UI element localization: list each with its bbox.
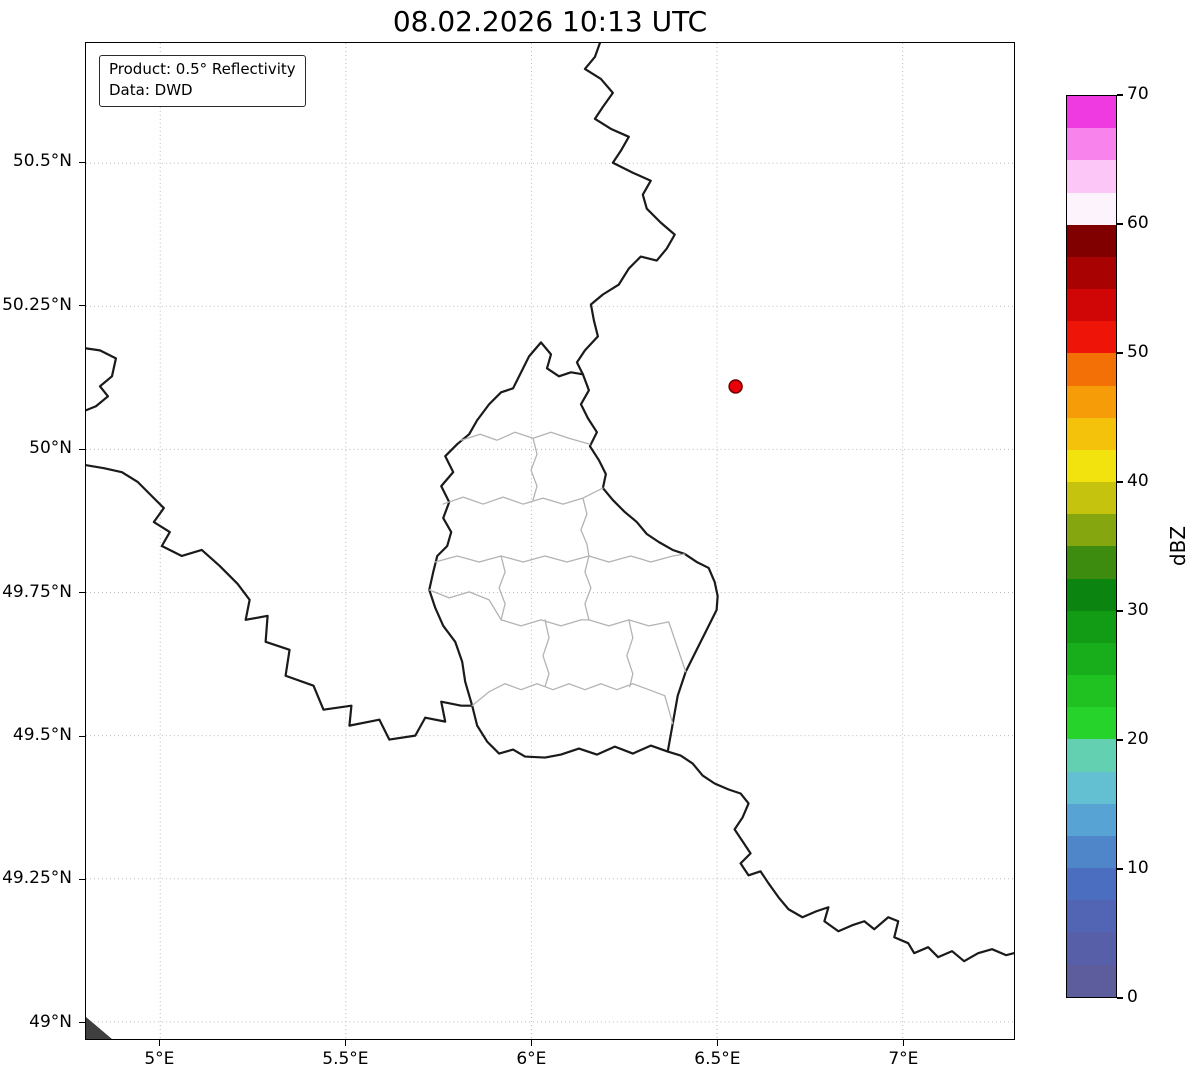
- map-canvas: [86, 43, 1014, 1039]
- colorbar-band: [1067, 739, 1116, 772]
- colorbar-tick-label: 10: [1127, 858, 1149, 878]
- colorbar-band: [1067, 964, 1116, 997]
- colorbar-band: [1067, 385, 1116, 418]
- colorbar-tick-mark: [1117, 610, 1123, 612]
- colorbar-tick-mark: [1117, 94, 1123, 96]
- colorbar-band: [1067, 417, 1116, 450]
- y-tick-label: 49.75°N: [2, 581, 72, 602]
- x-tick-mark: [902, 1040, 904, 1046]
- y-tick-label: 50.25°N: [2, 294, 72, 315]
- country-border-belgium-germany: [575, 43, 676, 376]
- colorbar-band: [1067, 642, 1116, 676]
- colorbar-band: [1067, 835, 1116, 869]
- colorbar-tick-label: 50: [1127, 342, 1149, 362]
- colorbar-tick-label: 0: [1127, 987, 1138, 1007]
- colorbar-band: [1067, 868, 1116, 901]
- y-tick-label: 50°N: [29, 438, 72, 459]
- y-tick-mark: [79, 161, 85, 163]
- x-tick-label: 7°E: [888, 1049, 919, 1069]
- colorbar-tick-mark: [1117, 739, 1123, 741]
- data-source-line: Data: DWD: [109, 81, 193, 99]
- colorbar-band: [1067, 160, 1116, 193]
- country-border-givet-salient: [86, 347, 118, 412]
- y-tick-mark: [79, 448, 85, 450]
- luxembourg-canton-borders: [428, 431, 687, 725]
- y-tick-label: 49.25°N: [2, 868, 72, 889]
- colorbar-band: [1067, 610, 1116, 643]
- x-tick-label: 6.5°E: [694, 1049, 741, 1069]
- colorbar-tick-mark: [1117, 868, 1123, 870]
- colorbar-band: [1067, 514, 1116, 547]
- y-tick-mark: [79, 305, 85, 307]
- colorbar-band: [1067, 192, 1116, 225]
- radar-site-marker: [728, 379, 743, 394]
- product-line: Product: 0.5° Reflectivity: [109, 60, 296, 78]
- country-border-france-germany: [666, 750, 1014, 963]
- colorbar-band: [1067, 321, 1116, 354]
- colorbar-band: [1067, 449, 1116, 483]
- colorbar-tick-mark: [1117, 997, 1123, 999]
- product-annotation: Product: 0.5° Reflectivity Data: DWD: [99, 55, 306, 107]
- colorbar-axis-label: dBZ: [1166, 525, 1190, 567]
- colorbar-band: [1067, 96, 1116, 129]
- colorbar-tick-mark: [1117, 352, 1123, 354]
- x-tick-label: 6°E: [516, 1049, 547, 1069]
- y-tick-mark: [79, 1022, 85, 1024]
- colorbar-band: [1067, 675, 1116, 708]
- colorbar: [1066, 95, 1117, 998]
- colorbar-band: [1067, 256, 1116, 290]
- x-tick-label: 5.5°E: [322, 1049, 369, 1069]
- colorbar-tick-label: 40: [1127, 471, 1149, 491]
- y-tick-mark: [79, 592, 85, 594]
- x-tick-mark: [530, 1040, 532, 1046]
- country-border-belgium-france: [86, 464, 474, 741]
- colorbar-band: [1067, 224, 1116, 257]
- colorbar-band: [1067, 128, 1116, 161]
- colorbar-band: [1067, 707, 1116, 740]
- map-plot: Product: 0.5° Reflectivity Data: DWD: [85, 42, 1015, 1040]
- y-tick-label: 49°N: [29, 1011, 72, 1032]
- colorbar-band: [1067, 353, 1116, 386]
- x-tick-mark: [158, 1040, 160, 1046]
- colorbar-band: [1067, 289, 1116, 322]
- y-tick-mark: [79, 735, 85, 737]
- colorbar-band: [1067, 771, 1116, 804]
- colorbar-band: [1067, 578, 1116, 611]
- colorbar-band: [1067, 546, 1116, 579]
- x-tick-label: 5°E: [144, 1049, 175, 1069]
- y-tick-label: 49.5°N: [12, 725, 72, 745]
- x-tick-mark: [716, 1040, 718, 1046]
- colorbar-tick-mark: [1117, 481, 1123, 483]
- y-tick-label: 50.5°N: [12, 151, 72, 172]
- colorbar-band: [1067, 932, 1116, 965]
- plot-title: 08.02.2026 10:13 UTC: [392, 5, 708, 38]
- country-border-fragment: [86, 1017, 112, 1039]
- colorbar-tick-label: 60: [1127, 213, 1149, 233]
- country-border-luxembourg: [428, 341, 719, 759]
- colorbar-tick-label: 30: [1127, 600, 1149, 620]
- x-tick-mark: [344, 1040, 346, 1046]
- gridlines: [86, 43, 1014, 1039]
- y-tick-mark: [79, 878, 85, 880]
- colorbar-band: [1067, 803, 1116, 836]
- colorbar-tick-label: 70: [1127, 84, 1149, 104]
- colorbar-band: [1067, 482, 1116, 515]
- colorbar-tick-mark: [1117, 223, 1123, 225]
- colorbar-tick-label: 20: [1127, 729, 1149, 749]
- colorbar-band: [1067, 900, 1116, 933]
